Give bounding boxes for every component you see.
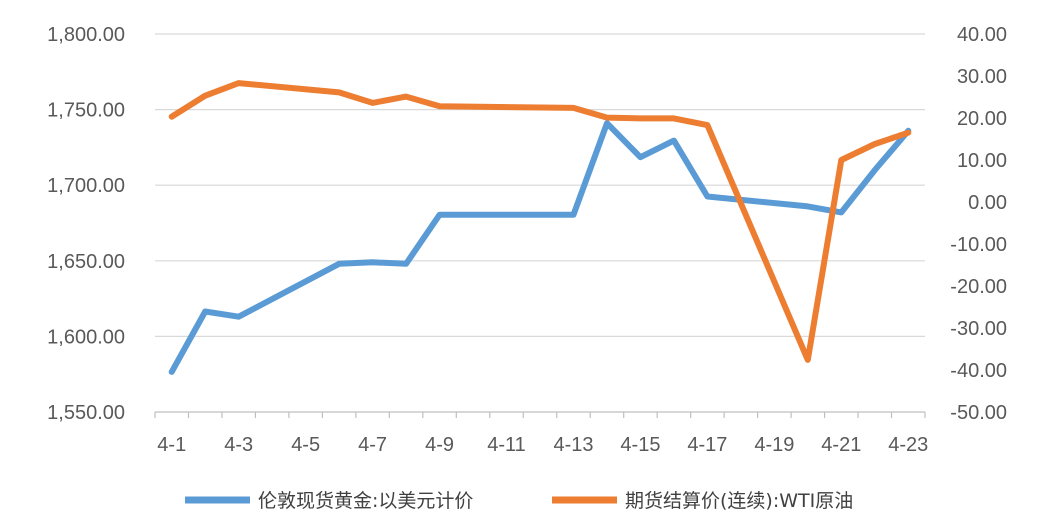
x-tick-label: 4-21 [821,434,861,456]
right-y-tick-label: -10.00 [950,234,1007,256]
x-tick-label: 4-23 [888,434,928,456]
right-y-tick-label: 30.00 [957,66,1007,88]
right-y-tick-label: -40.00 [950,360,1007,382]
x-tick-label: 4-9 [425,434,454,456]
gold-price-line [168,120,912,375]
right-y-tick-label: 20.00 [957,108,1007,130]
x-tick-label: 4-5 [291,434,320,456]
left-y-tick-label: 1,650.00 [47,251,125,273]
axes [154,411,926,418]
right-y-tick-labels: -50.00 -40.00 -30.00 -20.00 -10.00 0.00 10.00 2… [950,24,1007,424]
left-y-tick-label: 1,700.00 [47,175,125,197]
x-tick-label: 4-1 [157,434,186,456]
right-y-tick-label: 10.00 [957,150,1007,172]
right-y-tick-label: -30.00 [950,318,1007,340]
x-tick-label: 4-19 [754,434,794,456]
gridlines [155,33,925,337]
legend-label-gold: 伦敦现货黄金:以美元计价 [258,490,473,512]
left-y-tick-label: 1,800.00 [47,24,125,46]
left-y-tick-label: 1,600.00 [47,326,125,348]
legend: 伦敦现货黄金:以美元计价 期货结算价(连续):WTI原油 [185,490,853,512]
x-tick-label: 4-15 [620,434,660,456]
x-tick-labels: 4-1 4-3 4-5 4-7 4-9 4-11 4-13 4-15 4-17 4-19 4-21 4… [157,434,928,456]
left-y-tick-label: 1,750.00 [47,100,125,122]
left-y-tick-label: 1,550.00 [47,402,125,424]
x-tick-label: 4-7 [358,434,387,456]
series-lines [168,80,912,375]
wti-price-line [168,80,912,363]
right-y-tick-label: 0.00 [968,192,1007,214]
left-y-tick-labels: 1,550.00 1,600.00 1,650.00 1,700.00 1,750.00… [47,24,125,424]
x-tick-label: 4-13 [553,434,593,456]
x-tick-label: 4-11 [487,434,526,456]
x-tick-label: 4-17 [687,434,727,456]
legend-label-wti: 期货结算价(连续):WTI原油 [625,490,853,512]
right-y-tick-label: -50.00 [950,402,1007,424]
right-y-tick-label: 40.00 [957,24,1007,46]
x-tick-label: 4-3 [224,434,253,456]
right-y-tick-label: -20.00 [950,276,1007,298]
